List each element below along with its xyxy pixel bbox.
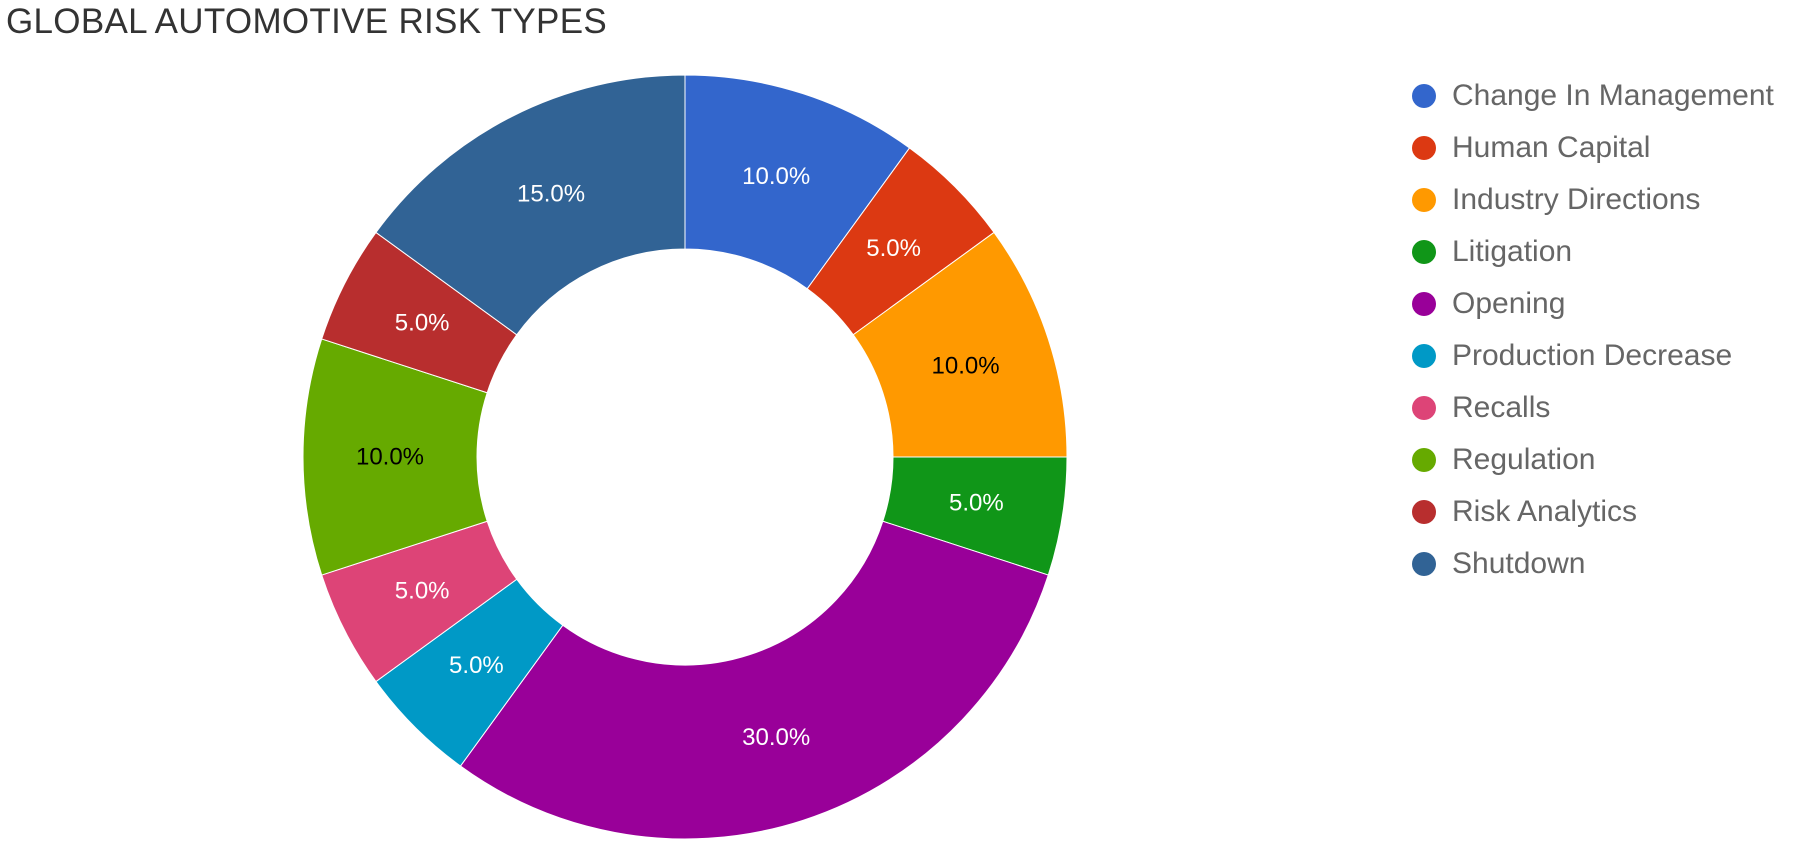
legend-label: Shutdown: [1452, 547, 1586, 580]
slice-labels-layer: 10.0% 5.0% 10.0% 5.0% 30.0% 5.0% 5.0% 10.0% 5.0%…: [356, 163, 1004, 751]
slice-label-production-decrease: 5.0%: [449, 652, 504, 679]
legend-label: Litigation: [1452, 235, 1573, 268]
legend-item-human-capital[interactable]: Human Capital: [1412, 122, 1774, 174]
legend-label: Recalls: [1452, 391, 1551, 424]
slice-label-opening: 30.0%: [742, 724, 810, 751]
legend-label: Opening: [1452, 287, 1566, 320]
legend-item-shutdown[interactable]: Shutdown: [1412, 538, 1774, 590]
legend-item-risk-analytics[interactable]: Risk Analytics: [1412, 486, 1774, 538]
slices-layer: [302, 74, 1068, 840]
legend-label: Change In Management: [1452, 79, 1774, 112]
legend-swatch: [1412, 552, 1436, 576]
slice-shutdown[interactable]: [375, 74, 686, 336]
legend-label: Regulation: [1452, 443, 1596, 476]
slice-label-recalls: 5.0%: [395, 577, 450, 604]
legend-label: Risk Analytics: [1452, 495, 1638, 528]
legend-swatch: [1412, 500, 1436, 524]
legend-label: Production Decrease: [1452, 339, 1733, 372]
legend-swatch: [1412, 240, 1436, 264]
slice-label-industry-directions: 10.0%: [932, 352, 1000, 379]
legend-item-change-in-management[interactable]: Change In Management: [1412, 70, 1774, 122]
chart-title: GLOBAL AUTOMOTIVE RISK TYPES: [6, 2, 607, 41]
legend-label: Human Capital: [1452, 131, 1651, 164]
legend-item-recalls[interactable]: Recalls: [1412, 382, 1774, 434]
slice-label-litigation: 5.0%: [949, 490, 1004, 517]
legend: Change In Management Human Capital Industr…: [1412, 70, 1774, 590]
legend-item-production-decrease[interactable]: Production Decrease: [1412, 330, 1774, 382]
donut-chart: 10.0% 5.0% 10.0% 5.0% 30.0% 5.0% 5.0% 10.0% 5.0%…: [302, 74, 1068, 840]
legend-item-opening[interactable]: Opening: [1412, 278, 1774, 330]
slice-label-change-in-management: 10.0%: [742, 163, 810, 190]
legend-swatch: [1412, 188, 1436, 212]
slice-label-risk-analytics: 5.0%: [395, 310, 450, 337]
legend-item-industry-directions[interactable]: Industry Directions: [1412, 174, 1774, 226]
legend-swatch: [1412, 344, 1436, 368]
slice-label-human-capital: 5.0%: [866, 235, 921, 262]
legend-swatch: [1412, 396, 1436, 420]
slice-opening[interactable]: [459, 520, 1049, 840]
legend-swatch: [1412, 292, 1436, 316]
slice-label-regulation: 10.0%: [356, 444, 424, 471]
legend-swatch: [1412, 136, 1436, 160]
slice-label-shutdown: 15.0%: [517, 181, 585, 208]
legend-swatch: [1412, 448, 1436, 472]
legend-swatch: [1412, 84, 1436, 108]
legend-label: Industry Directions: [1452, 183, 1701, 216]
legend-item-regulation[interactable]: Regulation: [1412, 434, 1774, 486]
legend-item-litigation[interactable]: Litigation: [1412, 226, 1774, 278]
